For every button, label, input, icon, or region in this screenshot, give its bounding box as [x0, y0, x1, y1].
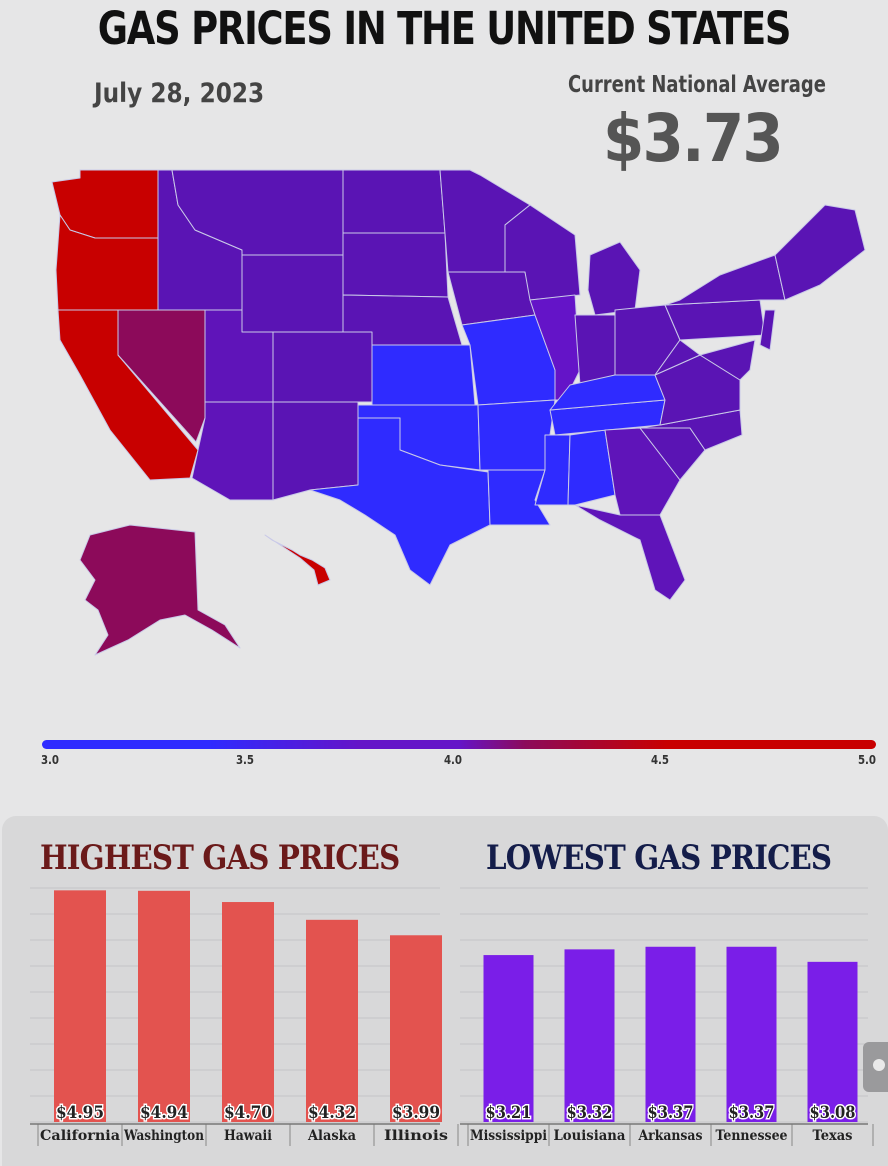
bar-value-label: $3.21	[486, 1103, 532, 1123]
state-alaska	[79, 524, 241, 656]
national-average-label: Current National Average	[568, 72, 826, 98]
bar	[564, 949, 615, 1122]
scale-tick: 5.0	[857, 753, 877, 767]
circle-icon	[873, 1059, 885, 1071]
scale-tick: 3.5	[235, 753, 255, 767]
category-label: Alaska	[307, 1128, 356, 1144]
category-label: Louisiana	[554, 1128, 626, 1144]
bar	[807, 961, 858, 1122]
category-label: Tennessee	[716, 1128, 788, 1144]
state-mississippi	[534, 434, 571, 506]
category-label: California	[40, 1128, 120, 1144]
category-label: Mississippi	[470, 1128, 547, 1144]
bar	[306, 919, 358, 1122]
category-label: Illinois	[384, 1128, 448, 1144]
state-louisiana	[487, 469, 551, 526]
bar	[390, 935, 442, 1122]
bar-value-label: $3.32	[567, 1103, 613, 1123]
side-tab-button[interactable]	[863, 1042, 888, 1092]
bar	[54, 890, 106, 1122]
state-florida	[574, 504, 686, 601]
bar-value-label: $3.99	[392, 1103, 440, 1123]
bar	[645, 946, 696, 1122]
national-average-value: $3.73	[603, 100, 784, 177]
bar-value-label: $3.37	[729, 1103, 775, 1123]
state-hawaii	[264, 534, 331, 586]
lowest-prices-title: LOWEST GAS PRICES	[486, 838, 832, 878]
date-label: July 28, 2023	[94, 78, 265, 109]
us-gas-price-map	[51, 169, 866, 656]
state-new-england	[774, 204, 866, 301]
category-label: Texas	[813, 1128, 853, 1144]
page-title: GAS PRICES IN THE UNITED STATES	[97, 2, 792, 55]
price-color-scale	[42, 740, 876, 749]
state-west-virginia	[654, 339, 701, 376]
scale-tick: 4.0	[443, 753, 463, 767]
bar	[726, 946, 777, 1122]
category-label: Washington	[123, 1128, 204, 1144]
bar	[222, 902, 274, 1122]
scale-tick: 3.0	[40, 753, 60, 767]
bar-value-label: $4.32	[308, 1103, 356, 1123]
category-label: Hawaii	[224, 1128, 272, 1144]
bar-value-label: $3.08	[810, 1103, 856, 1123]
state-new-jersey	[759, 309, 776, 351]
bar	[483, 955, 534, 1122]
state-maryland	[699, 339, 756, 381]
bar-value-label: $4.94	[140, 1103, 188, 1123]
category-label: Arkansas	[638, 1128, 703, 1144]
state-texas	[309, 417, 491, 586]
bar-value-label: $4.70	[224, 1103, 272, 1123]
highest-prices-title: HIGHEST GAS PRICES	[40, 838, 400, 878]
scale-tick: 4.5	[650, 753, 670, 767]
bar	[138, 890, 190, 1122]
bar-value-label: $3.37	[648, 1103, 694, 1123]
bar-value-label: $4.95	[56, 1103, 104, 1123]
